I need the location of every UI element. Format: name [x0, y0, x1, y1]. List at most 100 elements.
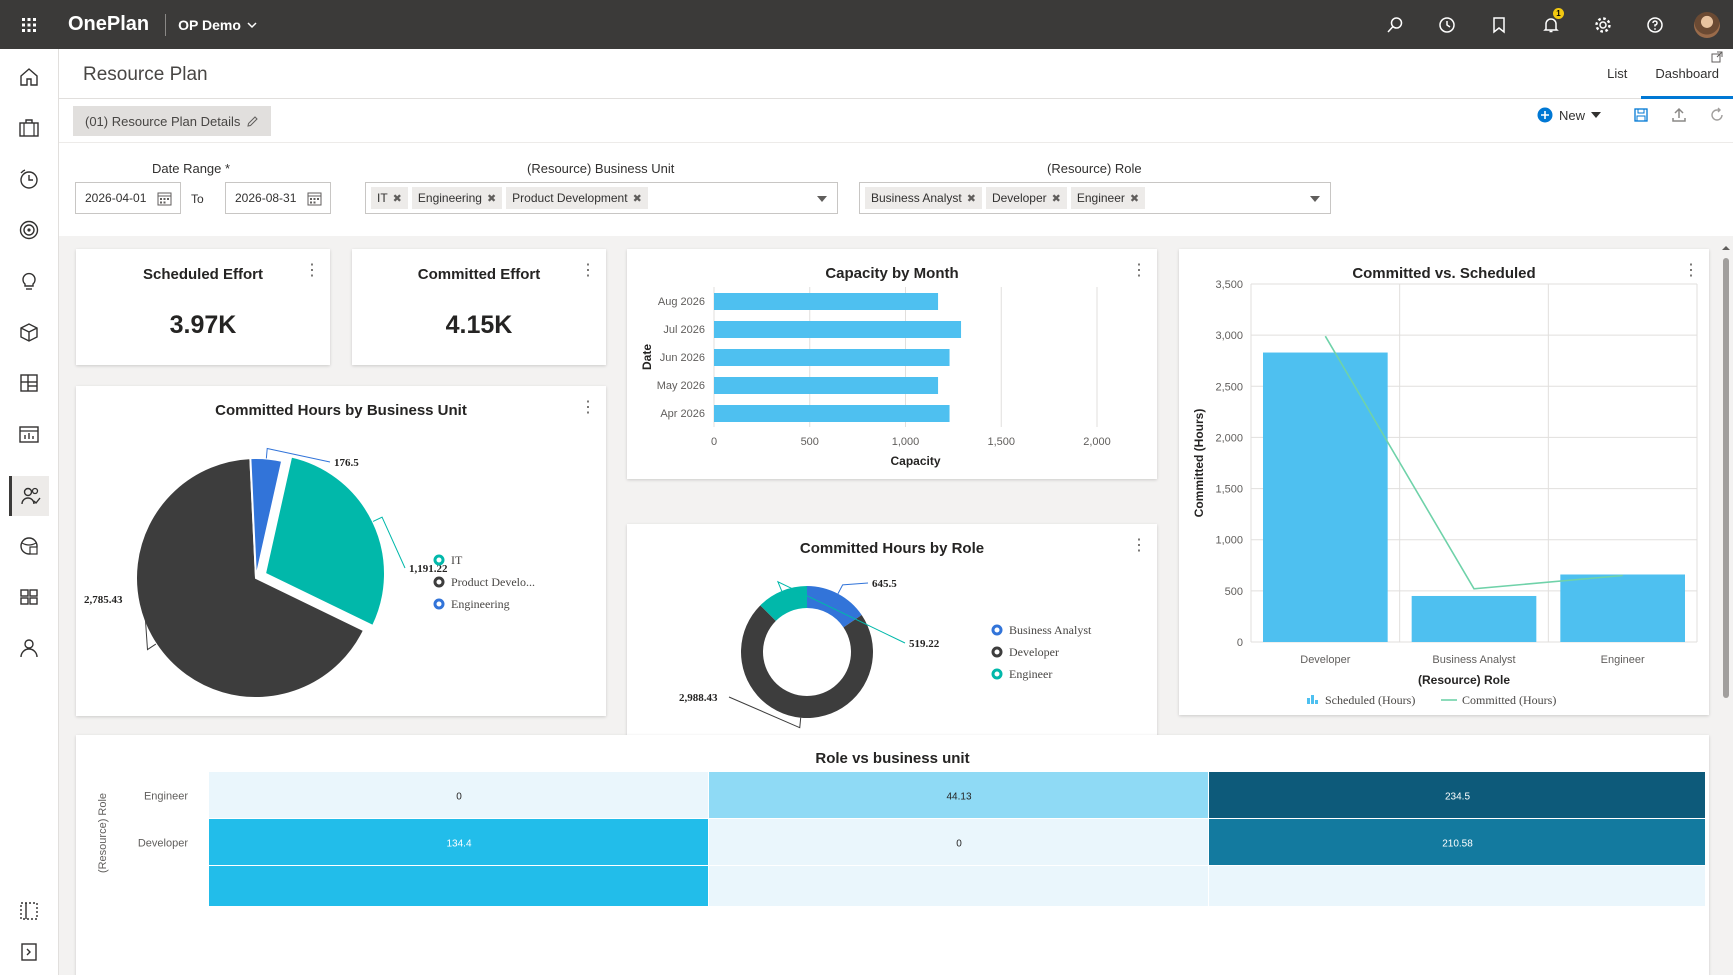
x-tick-label: 2,000: [1083, 436, 1111, 448]
legend-label: Developer: [1009, 645, 1059, 659]
add-circle-icon: [1537, 107, 1553, 123]
remove-tag-icon[interactable]: ✖: [632, 192, 642, 205]
dashboard-scrollbar[interactable]: [1719, 236, 1733, 975]
dropdown-caret-icon[interactable]: [1310, 196, 1320, 202]
legend-label: Scheduled (Hours): [1325, 693, 1415, 707]
reports-chart-icon[interactable]: [9, 414, 49, 454]
chart-card-committed-vs-scheduled: Committed vs. Scheduled ⋮ 0 500 1,000 1,500…: [1179, 249, 1709, 715]
scroll-up-icon[interactable]: [1719, 242, 1733, 254]
goals-target-icon[interactable]: [9, 210, 49, 250]
new-button[interactable]: New: [1537, 107, 1601, 123]
layout-select-icon[interactable]: [9, 891, 49, 931]
y-tick-label: Aug 2026: [658, 296, 705, 308]
remove-tag-icon[interactable]: ✖: [392, 192, 402, 205]
kpi-card-committed-effort: Committed Effort ⋮ 4.15K: [352, 249, 606, 365]
left-navigation: [0, 49, 59, 975]
search-icon[interactable]: [1369, 0, 1421, 49]
refresh-icon[interactable]: [1709, 107, 1725, 123]
remove-tag-icon[interactable]: ✖: [1051, 192, 1061, 205]
remove-tag-icon[interactable]: ✖: [966, 192, 976, 205]
upload-icon[interactable]: [1671, 107, 1687, 123]
card-title: Capacity by Month: [825, 265, 959, 282]
caret-down-icon: [1591, 112, 1601, 118]
resources-people-icon[interactable]: [9, 476, 49, 516]
date-to-input[interactable]: 2026-08-31: [225, 182, 331, 214]
role-select[interactable]: Business Analyst ✖ Developer ✖ Engineer ✖: [859, 182, 1331, 214]
cell-value: 210.58: [1442, 839, 1473, 850]
boards-grid-icon[interactable]: [9, 363, 49, 403]
view-tabs: List Dashboard: [1593, 49, 1733, 99]
more-options-icon[interactable]: ⋮: [1131, 537, 1147, 554]
app-name[interactable]: OnePlan: [68, 13, 150, 35]
tag-engineer: Engineer ✖: [1070, 187, 1146, 209]
y-tick-label: 0: [1237, 637, 1243, 649]
leader-line: [372, 516, 406, 569]
history-icon[interactable]: [1421, 0, 1473, 49]
popout-icon[interactable]: [1711, 51, 1723, 63]
collapse-nav-icon[interactable]: [9, 932, 49, 972]
portfolio-briefcase-icon[interactable]: [9, 108, 49, 148]
timesheet-clock-icon[interactable]: [9, 159, 49, 199]
calendar-icon[interactable]: [307, 191, 322, 206]
calendar-icon[interactable]: [157, 191, 172, 206]
heatmap-cell: [209, 866, 708, 906]
products-box-icon[interactable]: [9, 312, 49, 352]
tag-developer: Developer ✖: [985, 187, 1067, 209]
series-line: [1324, 335, 1623, 590]
more-options-icon[interactable]: ⋮: [580, 399, 596, 416]
person-profile-icon[interactable]: [9, 628, 49, 668]
more-options-icon[interactable]: ⋮: [304, 262, 320, 279]
tab-dashboard[interactable]: Dashboard: [1641, 49, 1733, 99]
org-switcher[interactable]: OP Demo: [178, 17, 257, 33]
y-tick-label: 1,000: [1215, 535, 1243, 547]
legend-bar-icon: [1315, 700, 1318, 704]
save-icon[interactable]: [1633, 107, 1649, 123]
pie-slice: [135, 457, 366, 699]
home-icon[interactable]: [9, 57, 49, 97]
edit-pencil-icon[interactable]: [246, 115, 259, 128]
bar: [714, 321, 962, 338]
settings-gear-icon[interactable]: [1577, 0, 1629, 49]
org-name: OP Demo: [178, 16, 241, 33]
leader-line: [776, 580, 906, 644]
bu-pie-chart: 1,191.22 2,785.43 176.5 IT Product Develo...…: [84, 447, 535, 699]
analytics-globe-icon[interactable]: [9, 526, 49, 566]
cell-value: 234.5: [1445, 792, 1470, 803]
tab-list[interactable]: List: [1607, 66, 1628, 81]
ideas-lightbulb-icon[interactable]: [9, 261, 49, 301]
bar: [1411, 595, 1537, 642]
pie-slice: [263, 455, 387, 628]
cell-value: 134.4: [446, 839, 471, 850]
bar: [714, 293, 939, 310]
more-options-icon[interactable]: ⋮: [1131, 262, 1147, 279]
remove-tag-icon[interactable]: ✖: [486, 192, 497, 205]
more-options-icon[interactable]: ⋮: [580, 262, 596, 279]
bar: [1560, 574, 1685, 642]
y-tick-label: 1,500: [1215, 484, 1243, 496]
dropdown-caret-icon[interactable]: [817, 196, 827, 202]
notification-bell-icon[interactable]: 1: [1525, 0, 1577, 49]
heatmap-cell: [1209, 819, 1705, 865]
legend-marker: [433, 576, 445, 588]
x-tick-label: 1,000: [892, 436, 920, 448]
business-unit-select[interactable]: IT ✖ Engineering ✖ Product Development ✖: [365, 182, 838, 214]
scroll-thumb[interactable]: [1723, 258, 1729, 698]
help-icon[interactable]: [1629, 0, 1681, 49]
bookmark-icon[interactable]: [1473, 0, 1525, 49]
app-launcher-icon[interactable]: [0, 0, 58, 49]
strategy-blocks-icon[interactable]: [9, 577, 49, 617]
bar: [1263, 352, 1388, 642]
legend-bar-icon: [1311, 695, 1314, 704]
detail-tab[interactable]: (01) Resource Plan Details: [73, 106, 272, 136]
remove-tag-icon[interactable]: ✖: [1129, 192, 1140, 205]
leader-line: [143, 598, 157, 651]
legend-label: Engineering: [451, 597, 510, 611]
user-avatar[interactable]: [1681, 0, 1733, 49]
heatmap-cell: [209, 772, 708, 818]
y-axis-label: (Resource) Role: [97, 793, 109, 873]
more-options-icon[interactable]: ⋮: [1683, 262, 1699, 279]
date-from-input[interactable]: 2026-04-01: [75, 182, 181, 214]
y-tick-label: Jul 2026: [663, 324, 705, 336]
y-tick-label: Jun 2026: [660, 352, 705, 364]
chart-card-bu-pie: Committed Hours by Business Unit ⋮ 1,191…: [76, 386, 606, 716]
